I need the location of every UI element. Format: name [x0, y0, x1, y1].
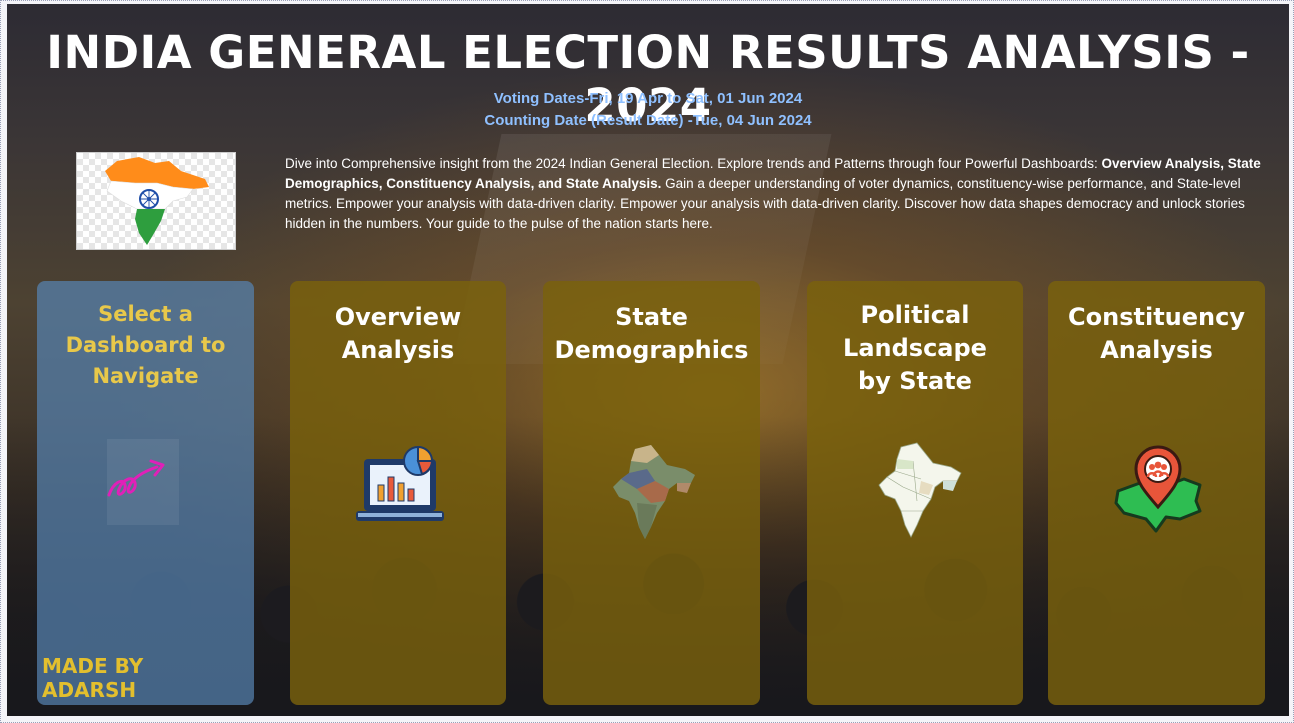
card-political-landscape-label: Political Landscape by State [843, 301, 987, 395]
voting-dates: Voting Dates-Fri, 19 Apr to Sat, 01 Jun … [493, 90, 803, 107]
card-overview-label: Overview Analysis [334, 303, 462, 364]
india-political-map-icon [873, 441, 965, 541]
card-state-demographics[interactable]: State Demographics [543, 281, 760, 705]
cursor-arrow-icon[interactable] [93, 429, 193, 529]
card-constituency-label: Constituency Analysis [1068, 303, 1245, 364]
intro-lead: Dive into Comprehensive insight from the… [285, 156, 1102, 171]
author-credit: MADE BY ADARSH [42, 654, 144, 702]
nav-panel: Select a Dashboard to Navigate MADE BY A… [37, 281, 254, 705]
laptop-chart-icon [352, 443, 448, 529]
card-state-demographics-label: State Demographics [554, 303, 749, 364]
india-flag-map-icon [105, 157, 209, 245]
map-pin-people-icon [1110, 439, 1206, 535]
intro-bold: Overview Analysis, State Demographics, C… [285, 156, 1261, 191]
intro-tail: Gain a deeper understanding of voter dyn… [285, 176, 1245, 231]
card-overview-analysis[interactable]: Overview Analysis [290, 281, 506, 705]
card-political-landscape[interactable]: Political Landscape by State [807, 281, 1023, 705]
card-constituency-analysis[interactable]: Constituency Analysis [1048, 281, 1265, 705]
india-photo-map-icon [607, 443, 699, 543]
intro-description: Dive into Comprehensive insight from the… [285, 154, 1265, 234]
nav-panel-title: Select a Dashboard to Navigate [65, 302, 226, 388]
dashboard-canvas: INDIA GENERAL ELECTION RESULTS ANALYSIS … [7, 4, 1289, 716]
india-flag-map-image [76, 152, 236, 250]
counting-date: Counting Date (Result Date) -Tue, 04 Jun… [484, 112, 812, 129]
page-title: INDIA GENERAL ELECTION RESULTS ANALYSIS … [46, 26, 1250, 132]
